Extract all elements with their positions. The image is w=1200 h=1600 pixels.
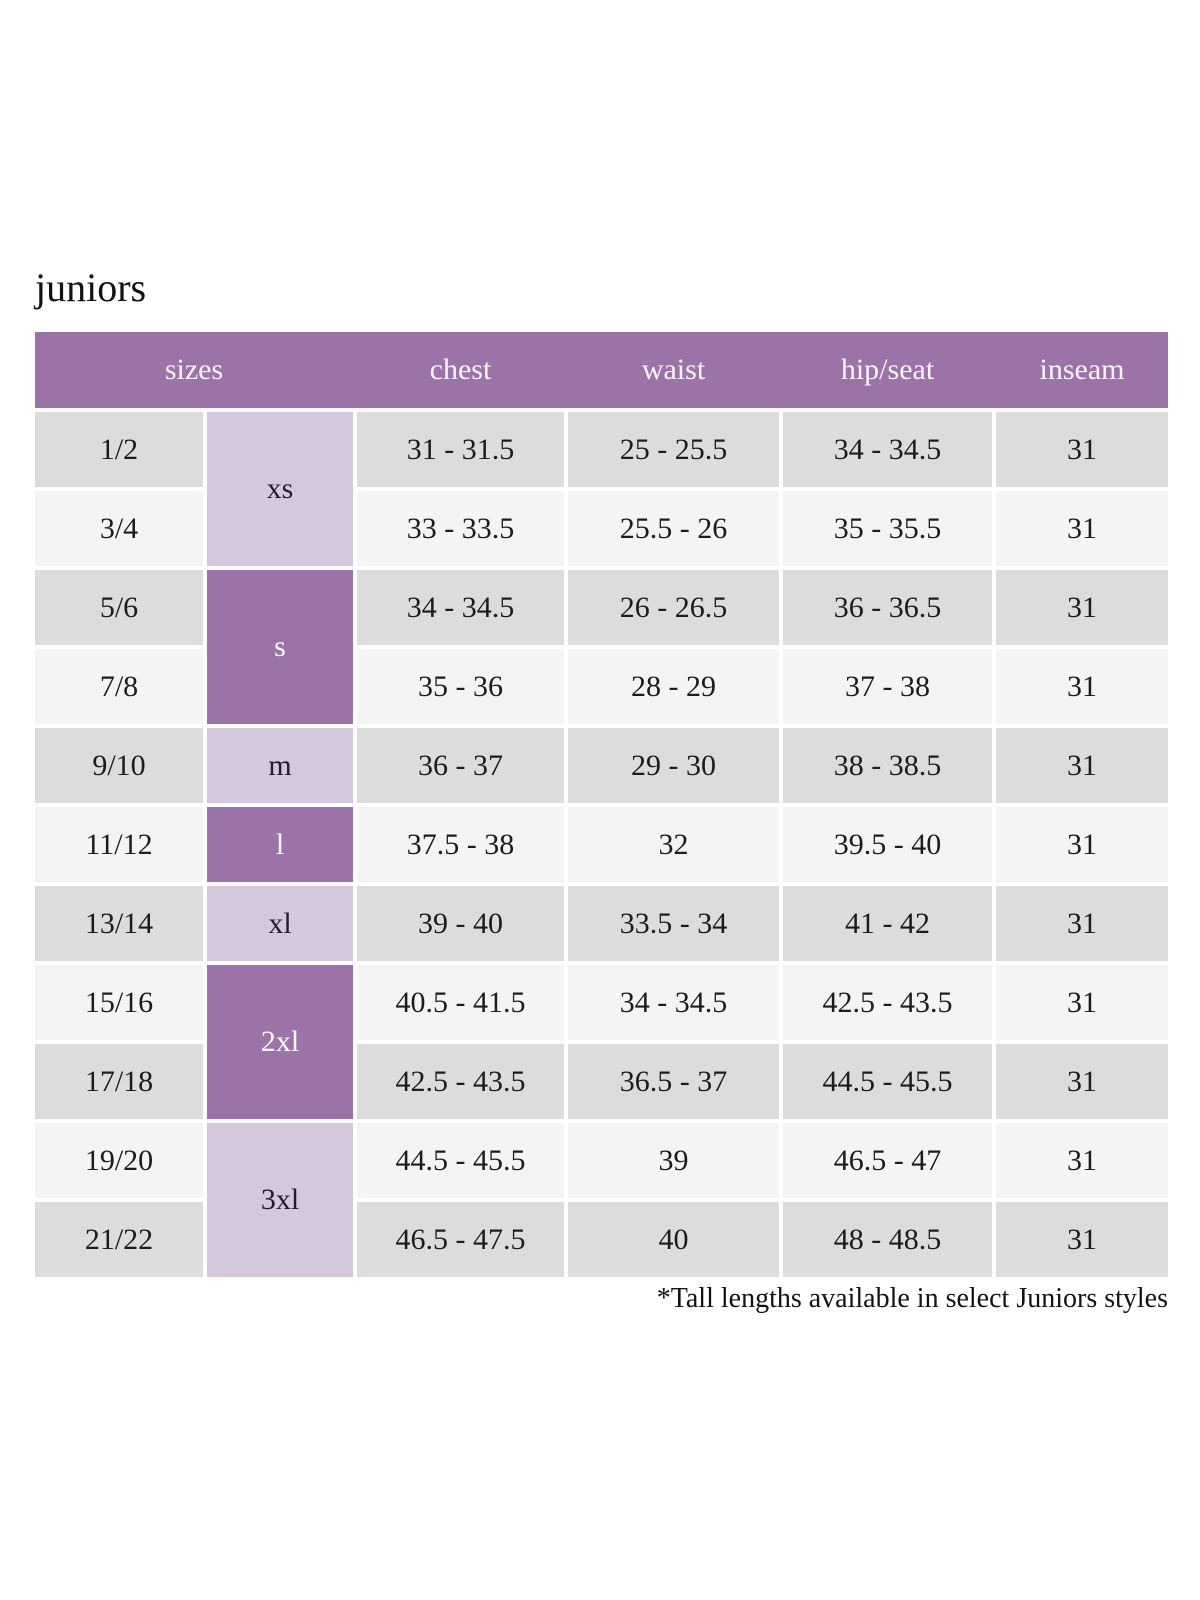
chest-cell: 36 - 37 xyxy=(357,728,564,803)
column-header-hip-seat: hip/seat xyxy=(840,353,935,386)
chest-cell: 39 - 40 xyxy=(357,886,564,961)
inseam-cell: 31 xyxy=(996,1202,1168,1277)
size-cell: 21/22 xyxy=(35,1202,203,1277)
hip-seat-cell: 46.5 - 47 xyxy=(783,1123,992,1198)
size-group-3xl: 3xl xyxy=(207,1123,353,1277)
inseam-cell: 31 xyxy=(996,728,1168,803)
inseam-cell: 31 xyxy=(996,1123,1168,1198)
size-cell: 3/4 xyxy=(35,491,203,566)
hip-seat-cell: 44.5 - 45.5 xyxy=(783,1044,992,1119)
waist-cell: 32 xyxy=(568,807,779,882)
column-header-sizes: sizes xyxy=(164,353,224,386)
waist-cell: 28 - 29 xyxy=(568,649,779,724)
size-cell: 15/16 xyxy=(35,965,203,1040)
hip-seat-cell: 41 - 42 xyxy=(783,886,992,961)
column-header-chest: chest xyxy=(429,353,492,386)
inseam-cell: 31 xyxy=(996,570,1168,645)
inseam-cell: 31 xyxy=(996,1044,1168,1119)
waist-cell: 25.5 - 26 xyxy=(568,491,779,566)
size-cell: 11/12 xyxy=(35,807,203,882)
tall-lengths-footnote: *Tall lengths available in select Junior… xyxy=(656,1283,1168,1314)
chest-cell: 46.5 - 47.5 xyxy=(357,1202,564,1277)
inseam-cell: 31 xyxy=(996,649,1168,724)
hip-seat-cell: 39.5 - 40 xyxy=(783,807,992,882)
size-group-m: m xyxy=(207,728,353,803)
size-cell: 1/2 xyxy=(35,412,203,487)
hip-seat-cell: 38 - 38.5 xyxy=(783,728,992,803)
waist-cell: 29 - 30 xyxy=(568,728,779,803)
table-body: xs s m l xl 2xl 3xl 1/2 31 - 31.5 25 - 2… xyxy=(35,412,1168,1277)
waist-cell: 34 - 34.5 xyxy=(568,965,779,1040)
size-group-xl: xl xyxy=(207,886,353,961)
column-header-waist: waist xyxy=(641,353,706,386)
chest-cell: 34 - 34.5 xyxy=(357,570,564,645)
hip-seat-cell: 35 - 35.5 xyxy=(783,491,992,566)
size-chart-table: sizes chest waist hip/seat inseam xs s m… xyxy=(35,332,1168,1277)
column-header-inseam: inseam xyxy=(1039,353,1125,386)
size-group-s: s xyxy=(207,570,353,724)
size-cell: 5/6 xyxy=(35,570,203,645)
hip-seat-cell: 37 - 38 xyxy=(783,649,992,724)
inseam-cell: 31 xyxy=(996,807,1168,882)
chest-cell: 33 - 33.5 xyxy=(357,491,564,566)
waist-cell: 26 - 26.5 xyxy=(568,570,779,645)
inseam-cell: 31 xyxy=(996,886,1168,961)
size-cell: 19/20 xyxy=(35,1123,203,1198)
chest-cell: 42.5 - 43.5 xyxy=(357,1044,564,1119)
chest-cell: 40.5 - 41.5 xyxy=(357,965,564,1040)
chest-cell: 35 - 36 xyxy=(357,649,564,724)
chest-cell: 31 - 31.5 xyxy=(357,412,564,487)
waist-cell: 36.5 - 37 xyxy=(568,1044,779,1119)
chest-cell: 37.5 - 38 xyxy=(357,807,564,882)
waist-cell: 25 - 25.5 xyxy=(568,412,779,487)
page-title: juniors xyxy=(35,265,147,310)
waist-cell: 33.5 - 34 xyxy=(568,886,779,961)
inseam-cell: 31 xyxy=(996,412,1168,487)
chest-cell: 44.5 - 45.5 xyxy=(357,1123,564,1198)
hip-seat-cell: 48 - 48.5 xyxy=(783,1202,992,1277)
waist-cell: 39 xyxy=(568,1123,779,1198)
size-cell: 13/14 xyxy=(35,886,203,961)
size-cell: 7/8 xyxy=(35,649,203,724)
size-group-2xl: 2xl xyxy=(207,965,353,1119)
inseam-cell: 31 xyxy=(996,491,1168,566)
size-cell: 17/18 xyxy=(35,1044,203,1119)
hip-seat-cell: 42.5 - 43.5 xyxy=(783,965,992,1040)
table-header-row: sizes chest waist hip/seat inseam xyxy=(35,332,1168,408)
size-group-l: l xyxy=(207,807,353,882)
hip-seat-cell: 34 - 34.5 xyxy=(783,412,992,487)
hip-seat-cell: 36 - 36.5 xyxy=(783,570,992,645)
waist-cell: 40 xyxy=(568,1202,779,1277)
inseam-cell: 31 xyxy=(996,965,1168,1040)
size-group-xs: xs xyxy=(207,412,353,566)
size-cell: 9/10 xyxy=(35,728,203,803)
